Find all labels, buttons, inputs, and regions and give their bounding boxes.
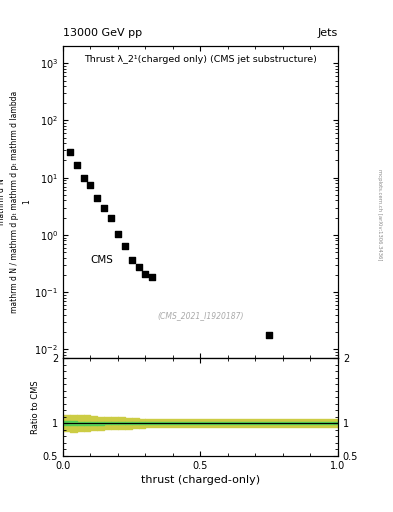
Point: [81, 174, 87, 182]
Point: [266, 331, 272, 339]
Point: [108, 214, 114, 222]
Point: [115, 229, 121, 238]
Point: [101, 203, 107, 211]
Text: Thrust λ_2¹(charged only) (CMS jet substructure): Thrust λ_2¹(charged only) (CMS jet subst…: [84, 55, 317, 65]
Point: [122, 242, 128, 250]
Text: mcplots.cern.ch [arXiv:1306.3436]: mcplots.cern.ch [arXiv:1306.3436]: [377, 169, 382, 261]
Point: [129, 255, 135, 264]
Point: [94, 194, 101, 202]
Text: CMS: CMS: [90, 255, 113, 265]
Point: [142, 270, 149, 278]
X-axis label: thrust (charged-only): thrust (charged-only): [141, 475, 260, 485]
Point: [136, 263, 142, 271]
Point: [149, 273, 156, 282]
Point: [73, 160, 80, 168]
Y-axis label: Ratio to CMS: Ratio to CMS: [31, 380, 40, 434]
Text: (CMS_2021_I1920187): (CMS_2021_I1920187): [157, 311, 244, 321]
Y-axis label: mathrm d²N
mathrm d N / mathrm d pₜ mathrm d pₜ mathrm d lambda
1: mathrm d²N mathrm d N / mathrm d pₜ math…: [0, 91, 31, 313]
Text: Jets: Jets: [318, 28, 338, 38]
Point: [87, 181, 94, 189]
Text: 13000 GeV pp: 13000 GeV pp: [63, 28, 142, 38]
Point: [67, 148, 73, 156]
